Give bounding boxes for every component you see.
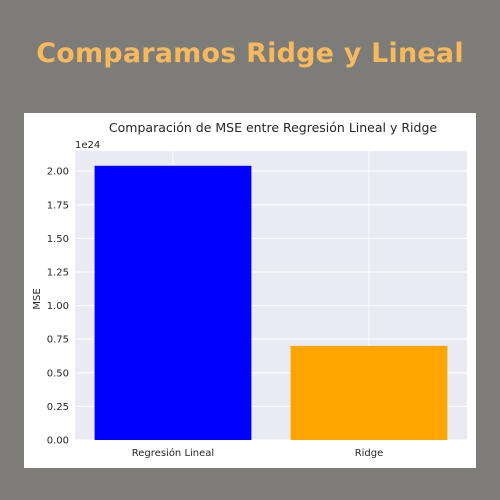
x-axis-ticks: Regresión Lineal Ridge: [132, 447, 384, 459]
chart-card: Comparación de MSE entre Regresión Linea…: [24, 113, 476, 468]
y-tick-label: 0.50: [47, 368, 69, 379]
bars: [94, 165, 448, 440]
y-tick-label: 2.00: [47, 167, 69, 178]
x-tick-label: Regresión Lineal: [132, 447, 214, 459]
y-tick-label: 0.00: [47, 436, 69, 447]
y-tick-label: 0.25: [47, 402, 69, 413]
bar-regresion-lineal: [94, 165, 252, 440]
y-tick-label: 1.25: [47, 267, 69, 278]
y-tick-label: 1.75: [47, 200, 69, 211]
x-tick-label: Ridge: [355, 448, 384, 459]
bar-ridge: [290, 345, 448, 440]
y-tick-label: 1.00: [47, 301, 69, 312]
y-axis-label: MSE: [32, 288, 43, 309]
mse-bar-chart: Comparación de MSE entre Regresión Linea…: [32, 120, 467, 459]
y-tick-label: 1.50: [47, 234, 69, 245]
y-axis-ticks: 0.00 0.25 0.50 0.75 1.00 1.25 1.50 1.75 2.00: [47, 167, 69, 447]
y-axis-offset-text: 1e24: [75, 140, 100, 151]
slide-title: Comparamos Ridge y Lineal: [36, 38, 464, 69]
chart-title: Comparación de MSE entre Regresión Linea…: [109, 120, 437, 135]
y-tick-label: 0.75: [47, 335, 69, 346]
